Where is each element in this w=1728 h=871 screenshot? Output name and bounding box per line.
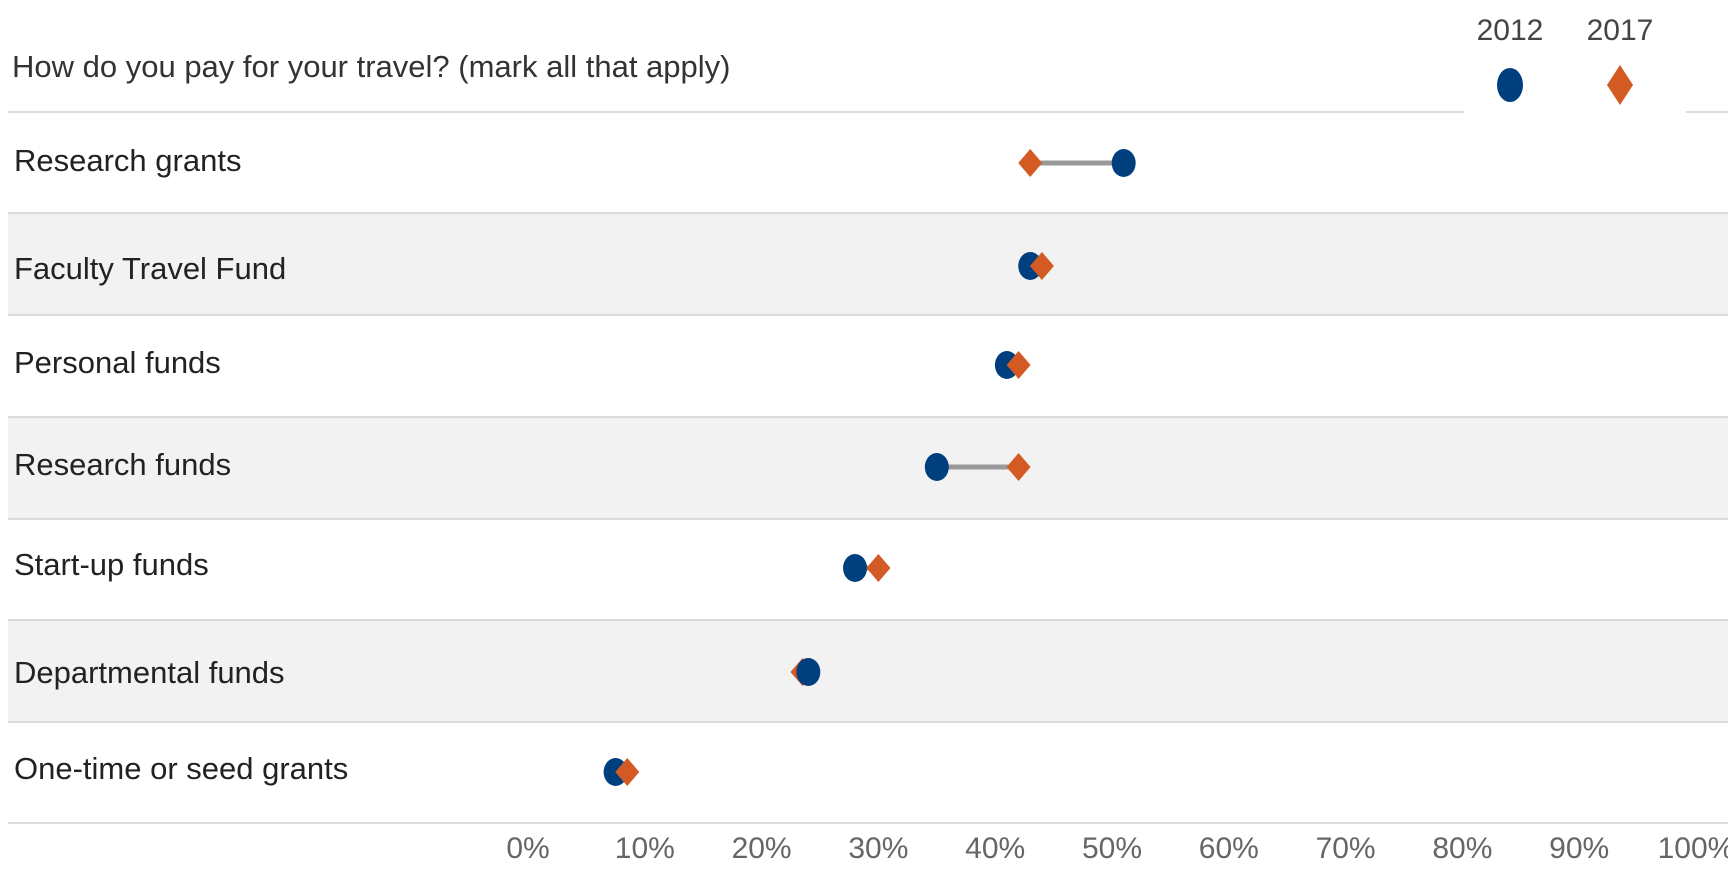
category-label-start-up-funds: Start-up funds: [14, 547, 209, 582]
point-2017-one-time-or-seed-grants: [615, 758, 640, 786]
row-band-research-funds: [8, 417, 1728, 519]
x-tick-10: 10%: [615, 832, 675, 865]
x-axis-ticks: 0% 10% 20% 30% 40% 50% 60% 70% 80% 90% 100%: [506, 832, 1728, 865]
row-band-departmental-funds: [8, 620, 1728, 722]
point-2012-research-grants: [1111, 149, 1136, 177]
category-label-faculty-travel-fund: Faculty Travel Fund: [14, 251, 286, 286]
x-tick-70: 70%: [1316, 832, 1376, 865]
point-2017-research-funds: [1006, 453, 1031, 481]
point-2017-personal-funds: [1006, 351, 1031, 379]
category-labels: Research grants Faculty Travel Fund Person…: [14, 143, 348, 786]
x-tick-0: 0%: [506, 832, 549, 865]
row-band-faculty-travel-fund: [8, 213, 1728, 315]
x-tick-80: 80%: [1432, 832, 1492, 865]
x-tick-20: 20%: [732, 832, 792, 865]
category-label-research-grants: Research grants: [14, 143, 241, 178]
point-2017-faculty-travel-fund: [1029, 252, 1054, 280]
chart-title: How do you pay for your travel? (mark al…: [12, 49, 730, 84]
category-label-personal-funds: Personal funds: [14, 345, 221, 380]
point-2017-research-grants: [1018, 149, 1043, 177]
row-bands: [8, 213, 1728, 722]
x-tick-30: 30%: [848, 832, 908, 865]
x-tick-50: 50%: [1082, 832, 1142, 865]
x-tick-40: 40%: [965, 832, 1025, 865]
legend-marker-2017: [1607, 65, 1633, 105]
x-tick-90: 90%: [1549, 832, 1609, 865]
x-tick-60: 60%: [1199, 832, 1259, 865]
category-label-departmental-funds: Departmental funds: [14, 655, 285, 690]
point-2012-research-funds: [924, 453, 949, 481]
point-2012-departmental-funds: [796, 658, 821, 686]
legend-label-2012: 2012: [1477, 14, 1544, 47]
category-label-one-time-or-seed-grants: One-time or seed grants: [14, 751, 348, 786]
category-label-research-funds: Research funds: [14, 447, 231, 482]
legend: 2012 2017: [1477, 14, 1654, 105]
row-dividers: [8, 111, 1728, 824]
point-2017-start-up-funds: [866, 554, 891, 582]
legend-label-2017: 2017: [1587, 14, 1654, 47]
data-points: [603, 149, 1136, 786]
legend-marker-2012: [1497, 68, 1523, 102]
point-2012-start-up-funds: [843, 554, 868, 582]
x-tick-100: 100%: [1658, 832, 1728, 865]
